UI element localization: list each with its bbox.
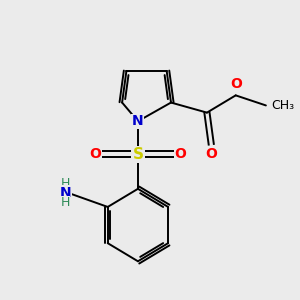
Text: O: O xyxy=(174,147,186,161)
Text: H: H xyxy=(61,177,70,190)
Text: O: O xyxy=(90,147,102,161)
Text: N: N xyxy=(60,186,71,200)
Text: O: O xyxy=(230,77,242,91)
Text: O: O xyxy=(205,146,217,161)
Text: CH₃: CH₃ xyxy=(271,99,294,112)
Text: N: N xyxy=(132,114,144,128)
Text: S: S xyxy=(132,147,143,162)
Text: H: H xyxy=(61,196,70,209)
